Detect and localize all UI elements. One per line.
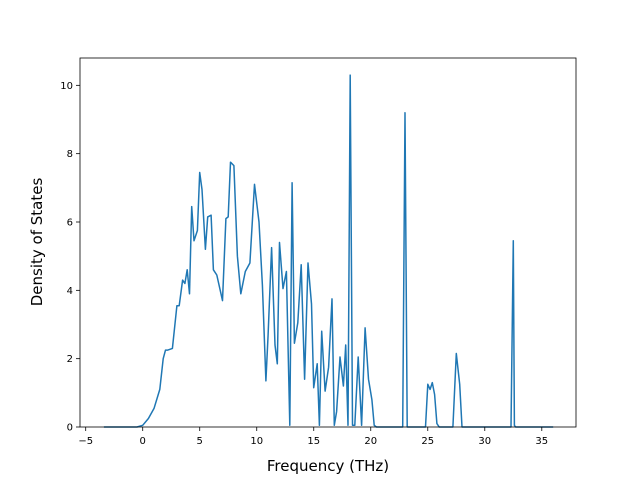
y-tick-label: 8	[67, 149, 73, 160]
axes-frame	[79, 57, 577, 428]
x-tick-label: 30	[478, 436, 491, 447]
dos-series-line-0	[103, 74, 554, 428]
x-tick-label: −5	[78, 436, 93, 447]
x-tick-label: 15	[307, 436, 320, 447]
y-tick-label: 2	[67, 354, 73, 365]
y-axis-title: Density of States	[28, 178, 46, 307]
x-tick-label: 10	[250, 436, 263, 447]
x-axis-title: Frequency (THz)	[267, 457, 389, 475]
y-tick-label: 0	[67, 423, 73, 434]
axes-layer: −5 0 5 10 15 20 25 30 35 0 2 4 6 8 10	[60, 57, 577, 447]
x-tick-label: 25	[421, 436, 434, 447]
x-tick-label: 0	[140, 436, 146, 447]
y-tick-label: 10	[60, 81, 73, 92]
y-tick-label: 4	[67, 286, 73, 297]
x-tick-label: 35	[535, 436, 548, 447]
y-tick-label: 6	[67, 218, 73, 229]
plot-layer	[103, 74, 554, 428]
x-tick-label: 5	[197, 436, 203, 447]
x-tick-label: 20	[364, 436, 377, 447]
